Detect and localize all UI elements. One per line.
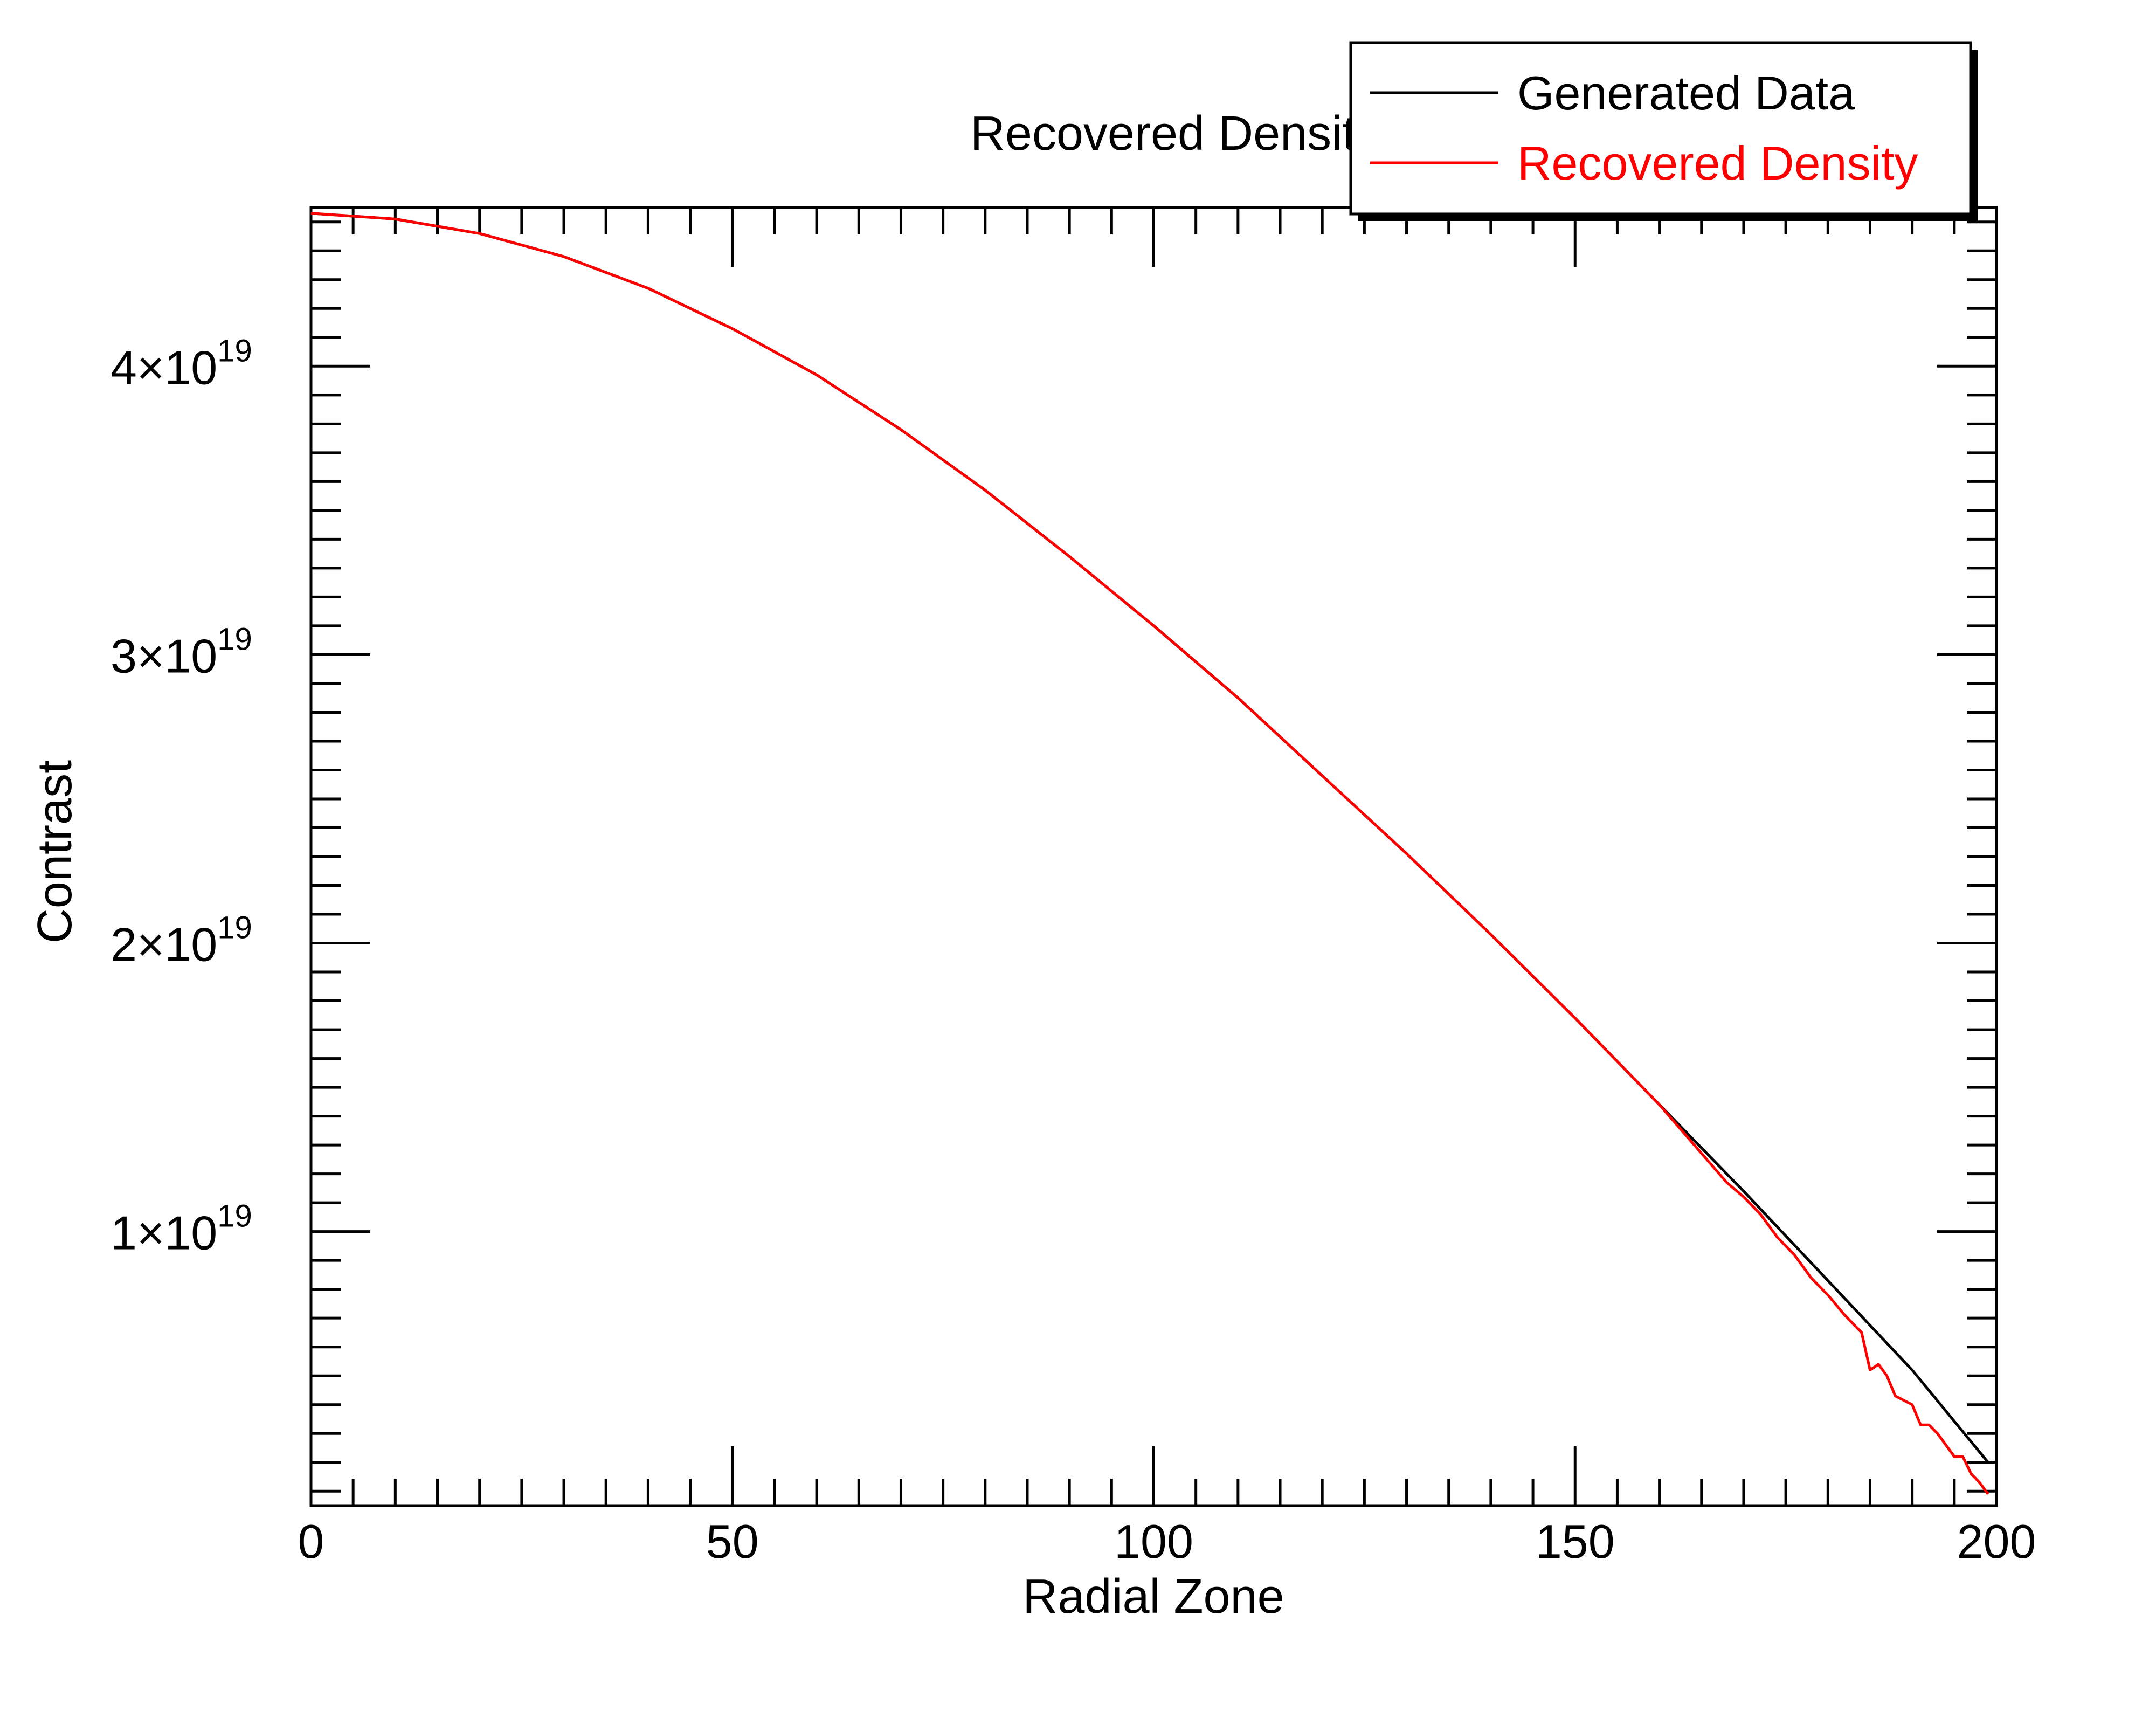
x-tick-label: 200 [1957,1515,2036,1568]
y-tick-label: 4×1019 [110,333,252,394]
y-tick-label: 3×1019 [110,622,252,682]
x-tick-label: 50 [706,1515,759,1568]
legend-box [1349,41,1972,216]
y-tick-label: 1×1019 [110,1199,252,1260]
x-tick-label: 150 [1536,1515,1615,1568]
x-tick-label: 0 [298,1515,324,1568]
y-tick-labels: 1×1019 2×1019 3×1019 4×1019 [110,333,252,1259]
series-layer [310,212,1989,1495]
x-axis-title: Radial Zone [1022,1570,1284,1624]
legend: Generated Data Recovered Density [1349,41,1978,221]
series-line-recovered-density [310,212,1989,1495]
legend-label-generated-data: Generated Data [1517,66,1855,120]
x-tick-label: 100 [1114,1515,1193,1568]
legend-label-recovered-density: Recovered Density [1517,136,1918,190]
y-tick-label: 2×1019 [110,910,252,971]
chart-title: Recovered Density [970,107,1380,161]
y-axis-title: Contrast [28,760,82,943]
x-tick-labels: 0 50 100 150 200 [298,1515,2036,1568]
